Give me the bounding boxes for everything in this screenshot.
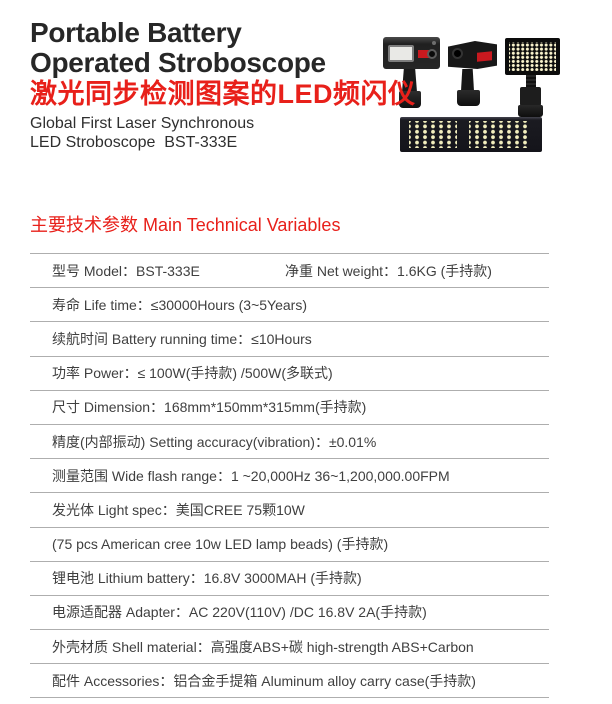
battery-pack: [518, 105, 543, 117]
spec-cell-adapter: 电源适配器 Adapter：AC 220V(110V) /DC 16.8V 2A…: [52, 604, 427, 621]
title-en-line2: Operated Stroboscope: [30, 47, 326, 78]
spec-table: 型号 Model：BST-333E 净重 Net weight：1.6KG (手…: [30, 253, 549, 699]
control-knob: [427, 49, 437, 59]
spec-cell-model: 型号 Model：BST-333E: [52, 262, 200, 279]
lens: [452, 48, 463, 59]
handle-neck: [402, 69, 417, 92]
spec-cell-dimension: 尺寸 Dimension：168mm*150mm*315mm(手持款): [52, 399, 367, 416]
indicator-dot: [432, 41, 436, 45]
spec-cell-power: 功率 Power：≤ 100W(手持款) /500W(多联式): [52, 365, 333, 382]
battery-pack: [457, 90, 480, 106]
stroboscope-back-view-image: [383, 37, 440, 69]
led-strip-module-image: [400, 117, 542, 152]
battery-pack: [399, 91, 421, 108]
handle-grip: [520, 87, 541, 106]
led-array: [509, 42, 556, 71]
spec-cell-light-spec-en: (75 pcs American cree 10w LED lamp beads…: [52, 536, 389, 553]
gooseneck: [526, 75, 536, 88]
spec-row-lithium-battery: 锂电池 Lithium battery：16.8V 3000MAH (手持款): [30, 560, 549, 595]
spec-cell-shell-material: 外壳材质 Shell material：高强度ABS+碳 high-streng…: [52, 638, 474, 655]
led-panel-stroboscope-image: [505, 38, 560, 75]
spec-cell-accessories: 配件 Accessories：铝合金手提箱 Aluminum alloy car…: [52, 672, 476, 689]
spec-row-shell-material: 外壳材质 Shell material：高强度ABS+碳 high-streng…: [30, 629, 549, 663]
spec-row-model: 型号 Model：BST-333E 净重 Net weight：1.6KG (手…: [30, 253, 549, 287]
spec-row-power: 功率 Power：≤ 100W(手持款) /500W(多联式): [30, 355, 549, 390]
display-screen: [388, 45, 414, 62]
spec-cell-lithium-battery: 锂电池 Lithium battery：16.8V 3000MAH (手持款): [52, 570, 362, 587]
spec-row-light-spec-en: (75 pcs American cree 10w LED lamp beads…: [30, 526, 549, 561]
title-cn: 激光同步检测图案的LED频闪仪: [30, 79, 416, 109]
subtitle-line2: LED Stroboscope BST-333E: [30, 134, 238, 151]
spec-row-adapter: 电源适配器 Adapter：AC 220V(110V) /DC 16.8V 2A…: [30, 594, 549, 629]
section-title: 主要技术参数 Main Technical Variables: [30, 215, 341, 235]
spec-row-accuracy: 精度(内部振动) Setting accuracy(vibration)：±0.…: [30, 423, 549, 458]
spec-cell-net-weight: 净重 Net weight：1.6KG (手持款): [285, 262, 492, 279]
product-photos: [360, 30, 612, 160]
spec-cell-battery-running-time: 续航时间 Battery running time：≤10Hours: [52, 330, 312, 347]
spec-row-flash-range: 测量范围 Wide flash range：1 ~20,000Hz 36~1,2…: [30, 458, 549, 492]
spec-cell-light-spec: 发光体 Light spec：美国CREE 75颗10W: [52, 501, 305, 518]
spec-cell-lifetime: 寿命 Life time：≤30000Hours (3~5Years): [52, 296, 308, 313]
title-en-line1: Portable Battery: [30, 17, 242, 48]
spec-row-lifetime: 寿命 Life time：≤30000Hours (3~5Years): [30, 287, 549, 321]
spec-row-light-spec: 发光体 Light spec：美国CREE 75颗10W: [30, 492, 549, 526]
spec-row-dimension: 尺寸 Dimension：168mm*150mm*315mm(手持款): [30, 389, 549, 424]
led-cluster-left: [409, 121, 457, 148]
spec-cell-accuracy: 精度(内部振动) Setting accuracy(vibration)：±0.…: [52, 433, 377, 450]
spec-row-accessories: 配件 Accessories：铝合金手提箱 Aluminum alloy car…: [30, 663, 549, 697]
header: Portable Battery Operated Stroboscope 激光…: [30, 18, 416, 152]
spec-cell-flash-range: 测量范围 Wide flash range：1 ~20,000Hz 36~1,2…: [52, 467, 450, 484]
brand-label: [418, 50, 431, 58]
subtitle-line1: Global First Laser Synchronous: [30, 115, 255, 132]
brand-label: [477, 51, 492, 62]
handle-neck: [461, 69, 474, 91]
spec-row-battery-running-time: 续航时间 Battery running time：≤10Hours: [30, 321, 549, 355]
led-cluster-right: [469, 121, 531, 148]
